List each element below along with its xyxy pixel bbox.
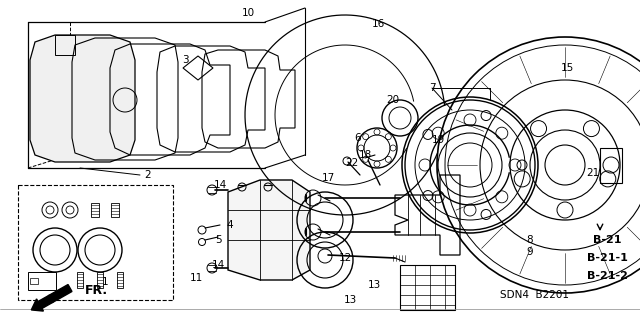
Text: 18: 18	[358, 150, 372, 160]
Polygon shape	[228, 180, 310, 280]
Text: 8: 8	[527, 235, 533, 245]
Text: 19: 19	[431, 135, 445, 145]
Text: 13: 13	[344, 295, 356, 305]
Bar	[18, 185, 173, 300]
Bar	[97, 272, 103, 288]
Text: 22: 22	[346, 158, 358, 168]
Text: 14: 14	[211, 260, 225, 270]
Text: 12: 12	[339, 253, 351, 263]
Bar	[111, 203, 119, 217]
Text: 10: 10	[241, 8, 255, 18]
Text: 6: 6	[355, 133, 362, 143]
Text: 15: 15	[561, 63, 573, 73]
Text: 11: 11	[189, 273, 203, 283]
Text: 16: 16	[371, 19, 385, 29]
Text: 2: 2	[145, 170, 151, 180]
FancyArrow shape	[31, 285, 72, 311]
Text: B-21: B-21	[593, 235, 621, 245]
Text: 1: 1	[102, 277, 108, 287]
Text: 13: 13	[367, 280, 381, 290]
Text: FR.: FR.	[85, 284, 108, 296]
Text: 9: 9	[527, 247, 533, 257]
Text: 21: 21	[586, 168, 600, 178]
Text: 14: 14	[213, 180, 227, 190]
Text: B-21-1: B-21-1	[587, 253, 627, 263]
Text: SDN4  B2201: SDN4 B2201	[500, 290, 569, 300]
Bar	[77, 272, 83, 288]
Text: B-21-2: B-21-2	[587, 271, 627, 281]
Bar	[30, 278, 38, 284]
Polygon shape	[55, 35, 75, 55]
Bar	[117, 272, 123, 288]
Bar	[91, 203, 99, 217]
Text: 17: 17	[321, 173, 335, 183]
Bar	[28, 272, 56, 290]
Polygon shape	[30, 35, 135, 162]
Text: 7: 7	[429, 83, 435, 93]
Text: 3: 3	[182, 55, 188, 65]
Bar	[600, 148, 622, 183]
Text: 5: 5	[214, 235, 221, 245]
Text: 20: 20	[387, 95, 399, 105]
Text: 4: 4	[227, 220, 234, 230]
